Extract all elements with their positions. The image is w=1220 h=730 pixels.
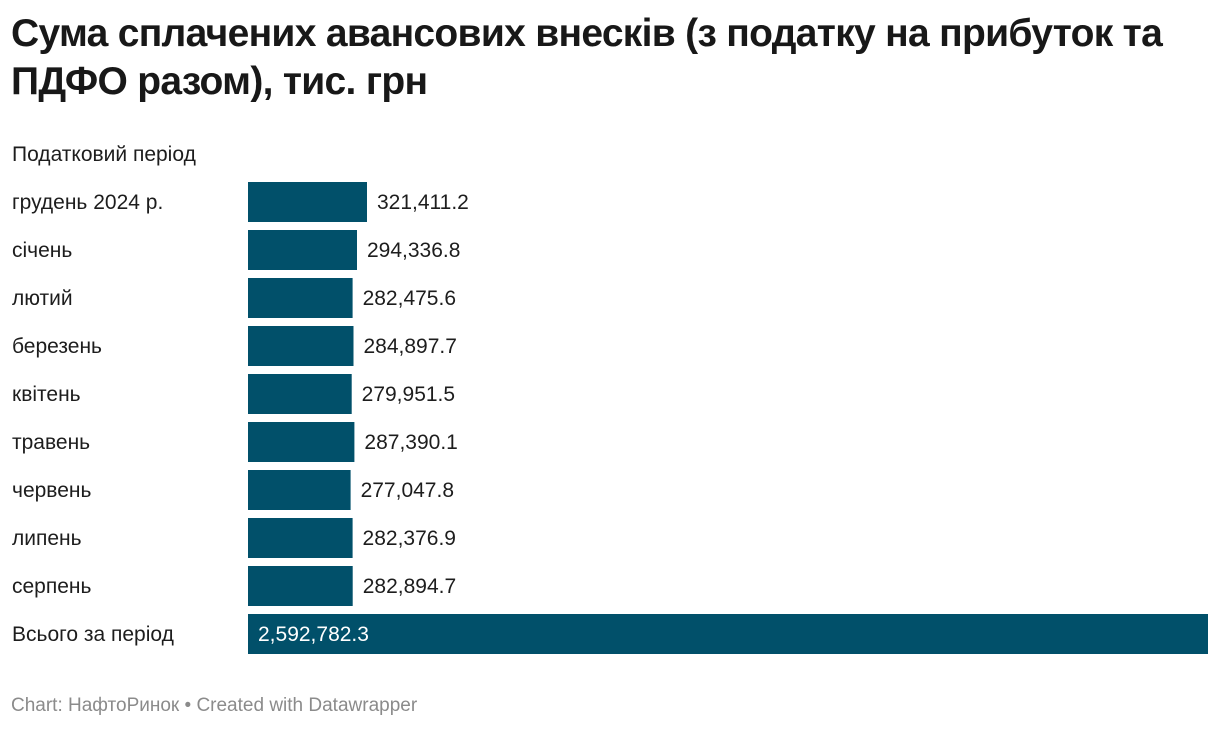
row-label: січень [12,239,72,262]
chart-title: Сума сплачених авансових внесків (з пода… [11,12,1163,103]
row-label: червень [12,479,91,502]
bar [248,566,353,606]
row-label: Всього за період [12,623,174,646]
chart-footer: Chart: НафтоРинок • Created with Datawra… [11,695,418,716]
value-label: 282,376.9 [363,527,456,550]
row-label: серпень [12,575,92,598]
row-label: лютий [12,287,73,310]
value-label: 287,390.1 [364,431,457,454]
row-label: липень [12,527,82,550]
bar [248,230,357,270]
row-label: грудень 2024 р. [12,191,163,214]
value-label: 282,894.7 [363,575,456,598]
bar [248,278,353,318]
bar [248,614,1208,654]
row-label: травень [12,431,90,454]
value-label: 277,047.8 [361,479,454,502]
value-label: 294,336.8 [367,239,460,262]
bar [248,470,351,510]
column-header: Податковий період [12,143,196,166]
value-label: 321,411.2 [377,191,469,214]
value-label: 282,475.6 [363,287,456,310]
bar [248,422,355,462]
bar [248,374,352,414]
value-label: 279,951.5 [362,383,455,406]
bar [248,518,353,558]
value-label: 2,592,782.3 [258,623,369,646]
bar [248,326,354,366]
value-label: 284,897.7 [363,335,456,358]
row-label: березень [12,335,102,358]
row-label: квітень [12,383,81,406]
bar [248,182,367,222]
